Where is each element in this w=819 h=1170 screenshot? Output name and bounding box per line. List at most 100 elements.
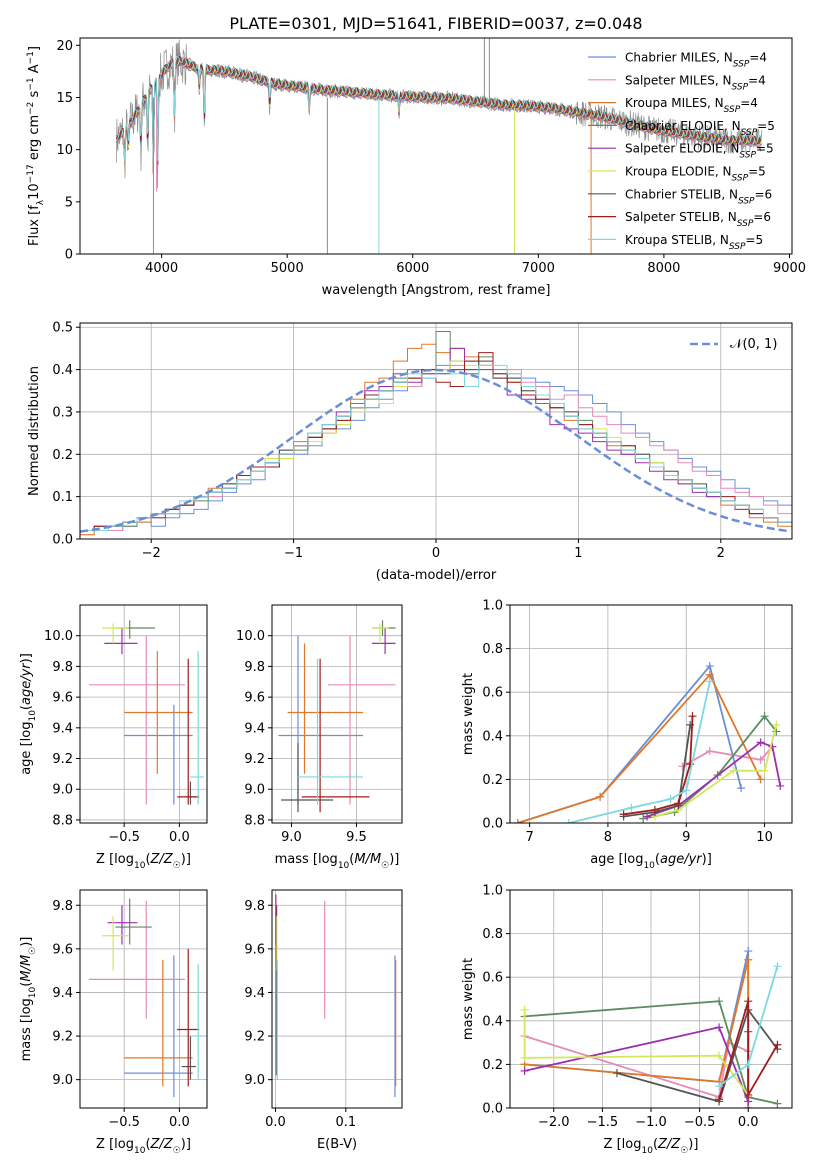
weight-line-kroupa_elodie (654, 724, 778, 818)
y-tick-label: 10 (56, 143, 73, 158)
y-tick-label: 9.4 (244, 986, 265, 1001)
y-tick-label: 9.6 (244, 942, 265, 957)
y-tick-label: 9.8 (52, 899, 73, 914)
y-tick-label: 9.4 (52, 986, 73, 1001)
weight-marker-kroupa_miles (596, 792, 605, 801)
y-tick-label: 0.1 (52, 490, 73, 505)
y-tick-label: 15 (56, 91, 73, 106)
weight-marker-salpeter_stelib (744, 997, 753, 1006)
legend-label-chabrier_miles: Chabrier MILES, NSSP=4 (625, 51, 767, 70)
weight-line-chabrier_elodie (643, 714, 778, 820)
histogram-kroupa_stelib (80, 364, 792, 539)
y-tick-label: 0.8 (482, 927, 503, 942)
x-tick-label: 9.0 (281, 830, 302, 845)
weight-marker-salpeter_stelib (773, 1040, 782, 1049)
weight-marker-salpeter_elodie (768, 742, 777, 751)
weight-marker-kroupa_miles (744, 955, 753, 964)
x-tick-label: 7000 (522, 261, 555, 276)
x-tick-label: −1.0 (635, 1115, 667, 1130)
weight-marker-salpeter_stelib (744, 1090, 753, 1099)
y-tick-label: 9.6 (52, 942, 73, 957)
weight-marker-kroupa_stelib (715, 1082, 724, 1091)
weight-line-salpeter_miles (681, 746, 774, 768)
x-axis-label: E(B-V) (317, 1137, 357, 1152)
weight-marker-chabrier_elodie (639, 814, 648, 823)
weight-marker-kroupa_stelib (744, 1060, 753, 1069)
plot-area (278, 620, 396, 813)
legend-label-kroupa_miles: Kroupa MILES, NSSP=4 (625, 96, 758, 115)
y-tick-label: 0.8 (482, 642, 503, 657)
y-tick-label: 8.8 (52, 813, 73, 828)
plot-area (88, 898, 204, 1098)
y-tick-label: 1.0 (482, 599, 503, 614)
weight-line-salpeter_stelib (718, 1000, 779, 1100)
weight-marker-salpeter_miles (705, 747, 714, 756)
x-axis-label: wavelength [Angstrom, rest frame] (322, 283, 551, 298)
weight-marker-chabrier_elodie (715, 997, 724, 1006)
x-tick-label: 7 (525, 830, 533, 845)
x-tick-label: 2 (717, 546, 725, 561)
weight-marker-chabrier_stelib (612, 1069, 621, 1078)
weight-marker-kroupa_stelib (564, 819, 573, 823)
plot-area (88, 620, 204, 805)
y-tick-label: 9.4 (244, 721, 265, 736)
weight-marker-chabrier_elodie (760, 712, 769, 721)
x-tick-label: −1.5 (587, 1115, 619, 1130)
weight-marker-chabrier_miles (737, 784, 746, 793)
weight-marker-kroupa_stelib (773, 962, 782, 971)
panel-weight_vs_z: −2.0 −1.5 −1.0 −0.5 0.0 0.0 0.2 0.4 0.6 0.8 1.0 Z [… (461, 884, 793, 1156)
weight-line-kroupa_miles (517, 673, 762, 823)
y-axis-label: age [log10(age/yr)] (19, 653, 38, 775)
weight-line-kroupa_miles (524, 959, 750, 1108)
x-axis-label: age [log10(age/yr)] (590, 852, 712, 871)
weight-marker-kroupa_elodie (520, 1005, 529, 1014)
x-tick-label: 0 (432, 546, 440, 561)
x-tick-label: 9.5 (346, 830, 367, 845)
panel-residuals: −2 −1 0 1 2 0.0 0.1 0.2 0.3 0.4 0.5 𝒩(0, 1) (data-mo… (27, 321, 793, 583)
y-tick-label: 10.0 (236, 629, 265, 644)
weight-marker-chabrier_elodie (773, 1099, 782, 1108)
y-tick-label: 0.2 (52, 448, 73, 463)
model-spectrum-chabrier_stelib (116, 56, 762, 170)
y-tick-label: 0.6 (482, 971, 503, 986)
y-tick-label: 0.4 (482, 1014, 503, 1029)
plot-area (80, 331, 792, 539)
y-tick-label: 9.8 (52, 660, 73, 675)
weight-marker-kroupa_stelib (682, 786, 691, 795)
x-tick-label: 9000 (773, 261, 806, 276)
weight-marker-kroupa_stelib (627, 803, 636, 812)
y-tick-label: 9.8 (244, 660, 265, 675)
plot-area (520, 947, 782, 1108)
weight-marker-kroupa_elodie (729, 766, 738, 775)
y-tick-label: 0.0 (482, 1102, 503, 1117)
x-tick-label: 5000 (271, 261, 304, 276)
weight-marker-kroupa_stelib (705, 677, 714, 686)
x-tick-label: 6000 (396, 261, 429, 276)
panel-weight_vs_age: 7 8 9 10 0.0 0.2 0.4 0.6 0.8 1.0 age [log10(age/yr… (461, 599, 793, 871)
x-axis-label: (data-model)/error (376, 568, 497, 583)
weight-marker-salpeter_miles (756, 755, 765, 764)
axes-frame (509, 604, 793, 824)
y-tick-label: 9.6 (244, 691, 265, 706)
x-tick-label: 0.0 (738, 1115, 759, 1130)
plot-area (275, 894, 397, 1098)
gaussian-curve (80, 368, 790, 533)
y-tick-label: 0.2 (482, 773, 503, 788)
y-tick-label: 9.0 (52, 1073, 73, 1088)
x-tick-label: −0.5 (108, 830, 140, 845)
x-tick-label: −2 (142, 546, 161, 561)
weight-marker-salpeter_elodie (776, 781, 785, 790)
weight-line-chabrier_miles (524, 950, 750, 1108)
y-tick-label: 0.2 (482, 1058, 503, 1073)
axes-frame (271, 604, 403, 824)
weight-marker-salpeter_stelib (619, 810, 628, 819)
panel-spectrum: 4000 5000 6000 7000 8000 9000 0 5 10 15 20 waveleng… (26, 37, 806, 298)
x-tick-label: 4000 (145, 261, 178, 276)
grid-lines (272, 605, 402, 823)
y-axis-label: mass weight (461, 958, 476, 1040)
legend-label-chabrier_elodie: Chabrier ELODIE, NSSP=5 (625, 119, 775, 138)
weight-marker-chabrier_miles (744, 947, 753, 956)
y-tick-label: 0.3 (52, 405, 73, 420)
legend-label-chabrier_stelib: Chabrier STELIB, NSSP=6 (625, 187, 772, 206)
